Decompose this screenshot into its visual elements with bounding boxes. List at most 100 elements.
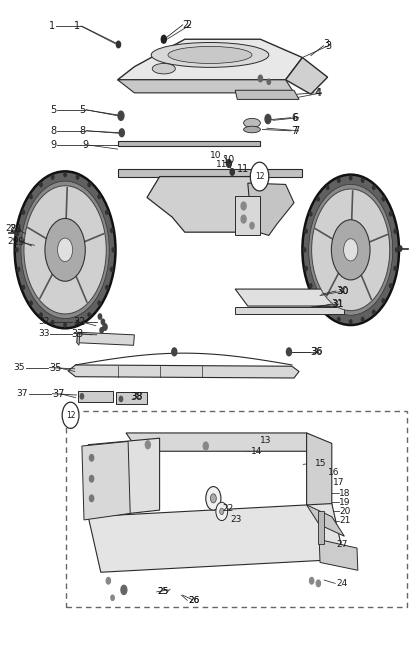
Circle shape [98, 314, 102, 319]
Text: 6: 6 [293, 112, 299, 123]
Circle shape [76, 175, 79, 179]
Circle shape [226, 160, 231, 167]
Text: 2: 2 [185, 20, 191, 30]
Circle shape [316, 580, 320, 587]
Ellipse shape [168, 46, 252, 63]
Text: 25: 25 [158, 587, 169, 596]
Text: 12: 12 [255, 172, 264, 181]
Circle shape [17, 228, 20, 232]
Text: 26: 26 [188, 596, 199, 605]
Circle shape [45, 218, 85, 281]
Circle shape [121, 585, 127, 594]
Circle shape [230, 169, 234, 175]
Circle shape [303, 248, 306, 252]
Ellipse shape [244, 118, 260, 128]
Text: 22: 22 [223, 504, 234, 513]
Text: 36: 36 [312, 347, 323, 356]
Polygon shape [235, 196, 260, 235]
Circle shape [310, 284, 312, 288]
Circle shape [161, 35, 166, 43]
Text: 4: 4 [316, 88, 322, 98]
Text: 30: 30 [338, 286, 349, 296]
Circle shape [331, 220, 370, 280]
Text: 10: 10 [210, 151, 222, 160]
Circle shape [326, 310, 329, 314]
Text: 7: 7 [293, 126, 299, 136]
Circle shape [98, 195, 100, 199]
Circle shape [338, 179, 340, 182]
Circle shape [349, 176, 352, 180]
Text: 1: 1 [74, 21, 80, 31]
Text: 3: 3 [323, 39, 330, 50]
Circle shape [317, 299, 319, 303]
Polygon shape [118, 141, 260, 146]
Text: 8: 8 [50, 126, 57, 136]
Text: 14: 14 [251, 447, 262, 456]
Circle shape [241, 215, 246, 223]
Polygon shape [126, 433, 319, 451]
Circle shape [286, 348, 291, 356]
Text: 37: 37 [52, 388, 65, 399]
Text: 4: 4 [314, 88, 320, 98]
Circle shape [361, 317, 364, 321]
Circle shape [40, 182, 42, 186]
Text: 17: 17 [333, 478, 344, 487]
Circle shape [399, 246, 402, 251]
Text: 11: 11 [216, 160, 228, 169]
Text: 29: 29 [8, 237, 19, 247]
Circle shape [15, 171, 116, 328]
Polygon shape [118, 80, 294, 93]
Polygon shape [77, 332, 80, 345]
Ellipse shape [151, 43, 269, 67]
Circle shape [88, 182, 91, 186]
Polygon shape [78, 391, 113, 402]
Polygon shape [235, 90, 299, 99]
Text: 20: 20 [339, 507, 351, 516]
Text: 11: 11 [237, 164, 249, 174]
Circle shape [17, 267, 20, 271]
Text: 30: 30 [336, 286, 348, 296]
Text: 6: 6 [291, 112, 297, 123]
Text: 36: 36 [311, 347, 323, 357]
Text: 19: 19 [339, 498, 351, 507]
Bar [66, 411, 407, 607]
Text: 16: 16 [328, 468, 339, 477]
Polygon shape [118, 39, 302, 80]
Circle shape [349, 320, 352, 324]
Circle shape [302, 175, 399, 325]
Circle shape [106, 285, 108, 289]
Circle shape [80, 394, 84, 399]
Circle shape [206, 487, 221, 510]
Circle shape [22, 285, 24, 289]
Text: 7: 7 [291, 126, 297, 136]
Polygon shape [88, 438, 160, 518]
Ellipse shape [152, 63, 176, 74]
Circle shape [250, 222, 254, 229]
Circle shape [389, 284, 392, 288]
Circle shape [39, 313, 42, 317]
Circle shape [16, 248, 18, 252]
Circle shape [76, 320, 79, 324]
Circle shape [305, 230, 307, 233]
Text: 35: 35 [14, 363, 25, 372]
Polygon shape [248, 183, 294, 235]
Text: 27: 27 [336, 540, 347, 549]
Circle shape [396, 248, 398, 252]
Text: 2: 2 [183, 20, 189, 30]
Circle shape [21, 181, 109, 318]
Circle shape [373, 310, 375, 314]
Polygon shape [118, 169, 302, 177]
Text: 21: 21 [339, 516, 351, 525]
Circle shape [51, 320, 54, 324]
Polygon shape [318, 511, 324, 544]
Circle shape [15, 231, 18, 236]
Circle shape [111, 595, 114, 600]
Circle shape [317, 197, 319, 201]
Text: 5: 5 [79, 105, 85, 115]
Circle shape [172, 348, 177, 356]
Circle shape [64, 323, 66, 327]
Ellipse shape [244, 126, 260, 133]
Circle shape [64, 173, 66, 177]
Circle shape [382, 299, 385, 303]
Circle shape [58, 238, 73, 262]
